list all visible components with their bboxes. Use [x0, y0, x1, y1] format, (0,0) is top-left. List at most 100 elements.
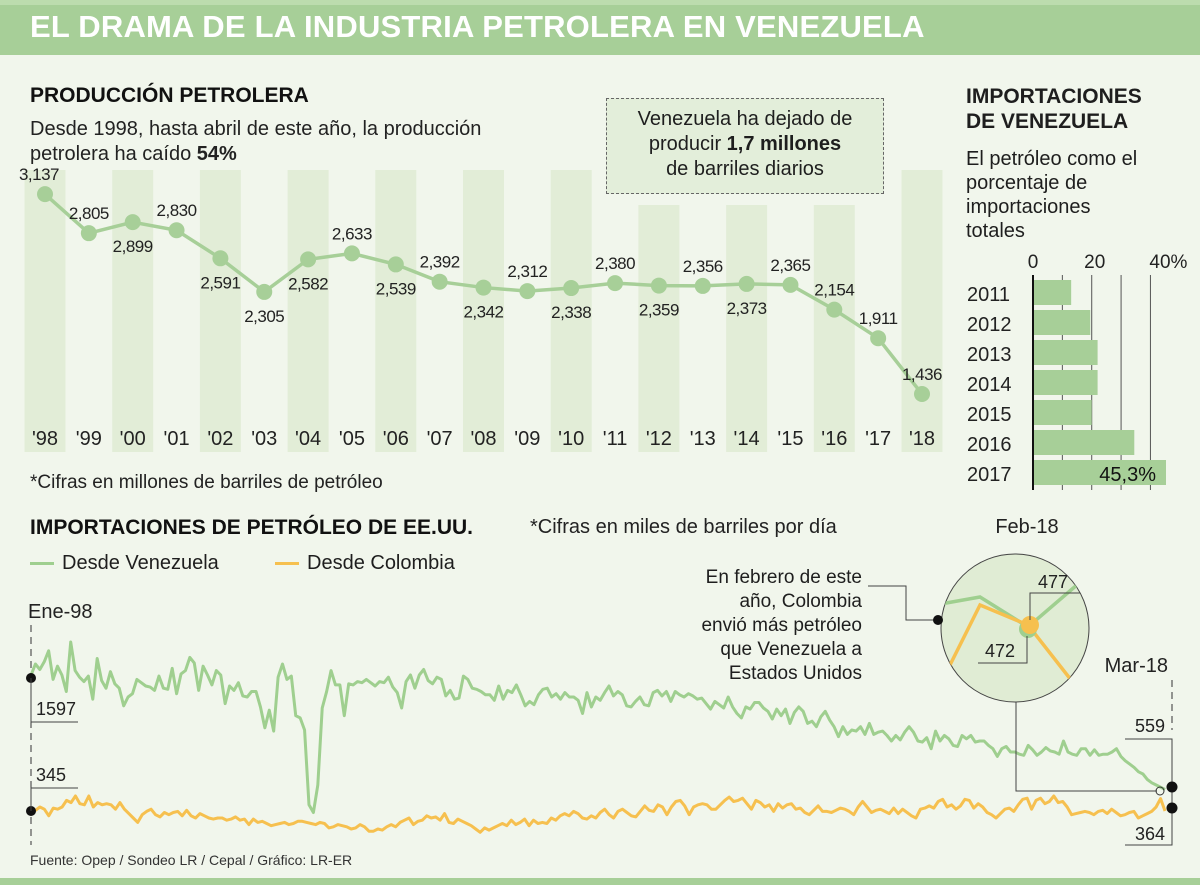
x-tick-label: '18: [909, 428, 935, 450]
production-point: [431, 273, 448, 290]
imports-ve-subtitle-line: porcentaje de: [966, 172, 1088, 194]
footer-bar: [0, 878, 1200, 885]
data-label: 2,633: [332, 224, 372, 243]
header-banner: [0, 0, 1200, 55]
production-point: [694, 277, 711, 294]
year-band: [375, 170, 417, 452]
production-point: [738, 275, 755, 292]
bar-value-label: 45,3%: [1099, 464, 1156, 486]
bar: [1033, 310, 1091, 335]
us-imports-chart: Ene-98 1597 345 Mar-18 559 364 Feb-18 477 472: [26, 516, 1178, 846]
data-label: 3,137: [19, 165, 59, 184]
zoom-leader-bottom: [978, 636, 1028, 664]
bar: [1033, 340, 1098, 365]
start-value-colombia: 345: [36, 765, 66, 785]
x-tick-label: '05: [339, 428, 365, 450]
x-tick-label: '07: [427, 428, 453, 450]
start-leader-colombia: [30, 787, 78, 811]
bar: [1033, 280, 1072, 305]
start-leader-venezuela: [30, 678, 78, 723]
x-tick-label: '11: [603, 428, 628, 450]
year-band: [550, 170, 592, 452]
callout-highlight: 1,7 millones: [726, 133, 842, 155]
end-value-colombia: 364: [1135, 824, 1165, 844]
year-band: [901, 170, 943, 452]
end-point-venezuela: [1166, 781, 1178, 793]
x-tick-label: '02: [207, 428, 233, 450]
x-tick-label: '03: [251, 428, 277, 450]
imports-ve-subtitle-line: El petróleo como el: [966, 148, 1138, 170]
zoom-value-venezuela: 472: [985, 641, 1015, 661]
data-label: 2,830: [157, 201, 197, 220]
y-tick-label: 2017: [967, 464, 1012, 486]
zoom-leader-top: [1029, 592, 1080, 620]
production-chart: 3,137 '98 2,805 '99 2,899 '00 2,830 '01 2,591 '02…: [19, 165, 943, 452]
legend-label-colombia: Desde Colombia: [307, 552, 455, 574]
data-label: 2,154: [814, 281, 854, 300]
production-subtitle-line1: Desde 1998, hasta abril de este año, la …: [30, 118, 482, 140]
imports-ve-subtitle-line: importaciones: [966, 196, 1091, 218]
x-tick-label: '10: [558, 428, 584, 450]
imports-ve-title: IMPORTACIONES DE VENEZUELA: [966, 84, 1142, 134]
y-tick-label: 2014: [967, 374, 1012, 396]
production-callout: Venezuela ha dejado de producir 1,7 mill…: [606, 98, 884, 194]
imports-ve-subtitle-line: totales: [966, 220, 1025, 242]
year-band: [638, 205, 680, 452]
year-band: [287, 170, 329, 452]
production-subtitle: Desde 1998, hasta abril de este año, la …: [30, 117, 481, 167]
page-title: EL DRAMA DE LA INDUSTRIA PETROLERA EN VE…: [30, 9, 925, 44]
year-band: [463, 170, 504, 452]
production-point: [563, 280, 580, 297]
x-tick-label: '15: [777, 428, 803, 450]
y-tick-label: 2013: [967, 344, 1012, 366]
y-tick-label: 2015: [967, 404, 1012, 426]
data-label: 2,365: [770, 256, 810, 275]
x-tick-label: 40%: [1149, 252, 1187, 273]
data-label: 2,805: [69, 204, 109, 223]
colombia-line: [30, 794, 1167, 834]
legend-swatch-venezuela: [30, 562, 54, 566]
production-point: [37, 186, 53, 203]
x-tick-label: '13: [690, 428, 716, 450]
production-subtitle-text: petrolera ha caído: [30, 143, 197, 165]
production-point: [300, 251, 317, 268]
annotation-line: Estados Unidos: [728, 663, 862, 684]
end-date-label: Mar-18: [1105, 655, 1168, 677]
production-point: [607, 275, 624, 292]
annotation-line: año, Colombia: [739, 591, 862, 612]
x-tick-label: '14: [734, 428, 760, 450]
production-point: [212, 250, 229, 267]
imports-ve-subtitle: El petróleo como el porcentaje de import…: [966, 147, 1186, 243]
callout-line3: de barriles diarios: [666, 158, 824, 180]
source-credit: Fuente: Opep / Sondeo LR / Cepal / Gráfi…: [30, 852, 353, 868]
data-label: 2,582: [288, 274, 328, 293]
x-tick-label: '99: [76, 428, 102, 450]
y-tick-label: 2012: [967, 314, 1012, 336]
x-tick-label: '08: [470, 428, 496, 450]
production-note: *Cifras en millones de barriles de petró…: [30, 472, 383, 493]
x-tick-label: '09: [514, 428, 540, 450]
bar: [1033, 370, 1098, 395]
imports-ve-title-line1: IMPORTACIONES: [966, 85, 1142, 108]
data-label: 2,380: [595, 254, 635, 273]
x-tick-label: 0: [1028, 252, 1039, 273]
legend-label-venezuela: Desde Venezuela: [62, 552, 219, 574]
production-point: [387, 256, 404, 273]
data-label: 2,312: [507, 262, 547, 281]
x-tick-label: '12: [646, 428, 672, 450]
data-label: 2,373: [727, 299, 767, 318]
production-subtitle-line2: petrolera ha caído 54%: [30, 142, 481, 167]
production-point: [650, 277, 667, 294]
bar: [1033, 430, 1135, 455]
zoom-value-colombia: 477: [1038, 572, 1068, 592]
data-label: 2,539: [376, 279, 416, 298]
zoom-colombia-line: [948, 602, 1077, 687]
production-point: [343, 245, 360, 262]
end-point-colombia: [1166, 802, 1178, 814]
annotation-leader: [868, 585, 937, 621]
data-label: 2,305: [244, 307, 284, 326]
production-point: [914, 386, 930, 403]
annotation-line: En febrero de este: [705, 567, 862, 588]
data-label: 2,591: [200, 273, 240, 292]
february-annotation: En febrero de este año, Colombia envió m…: [620, 566, 862, 686]
